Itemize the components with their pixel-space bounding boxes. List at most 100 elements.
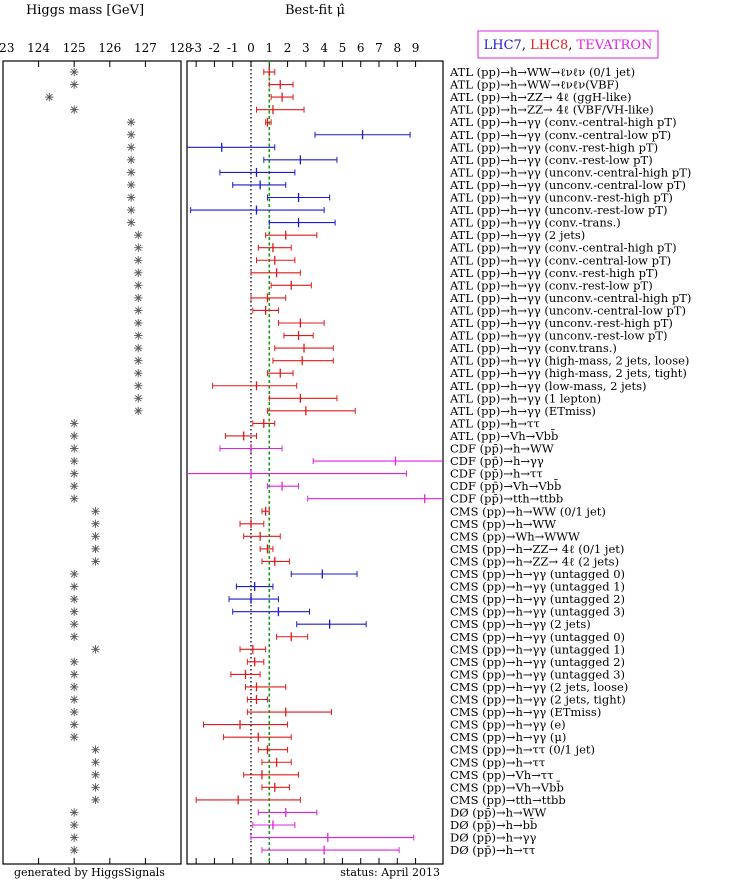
mu-point bbox=[246, 695, 268, 704]
mu-point bbox=[230, 669, 261, 679]
mass-point bbox=[70, 456, 79, 466]
channel-label: DØ (pp̄)→h→ττ bbox=[450, 843, 535, 857]
channel-label: ATL (pp)→h→γγ (unconv.-central-low pT) bbox=[449, 178, 686, 192]
mass-point bbox=[45, 92, 54, 102]
mass-tick-label: 126 bbox=[98, 41, 121, 55]
mu-point bbox=[268, 393, 338, 403]
mass-panel-frame bbox=[2, 60, 182, 865]
channel-label: CDF (pp̄)→tth→ttbb bbox=[450, 492, 563, 506]
channel-label: CDF (pp̄)→h→γγ bbox=[450, 454, 544, 468]
mass-point bbox=[70, 632, 79, 641]
mass-markers bbox=[45, 67, 143, 855]
channel-label: CMS (pp)→h→ττ bbox=[450, 755, 545, 769]
mu-point bbox=[261, 506, 270, 516]
mu-point bbox=[239, 644, 267, 654]
mu-tick-label: -1 bbox=[227, 41, 239, 55]
channel-label: CMS (pp)→h→γγ (untagged 2) bbox=[450, 592, 625, 606]
mu-point bbox=[314, 130, 411, 140]
mu-point bbox=[252, 820, 296, 830]
mu-point bbox=[224, 431, 257, 441]
svg-text:LHC7, LHC8, TEVATRON: LHC7, LHC8, TEVATRON bbox=[484, 38, 653, 53]
channel-label: ATL (pp)→h→γγ (conv.-central-low pT) bbox=[449, 253, 671, 267]
mass-point bbox=[70, 845, 79, 855]
mu-point bbox=[212, 381, 298, 391]
channel-label: CMS (pp)→Vh→ττ bbox=[450, 768, 554, 782]
mu-point bbox=[202, 720, 289, 730]
channel-label: ATL (pp)→h→γγ (conv.-rest-low pT) bbox=[449, 278, 653, 292]
mass-point bbox=[70, 419, 79, 428]
mu-point bbox=[232, 607, 311, 617]
mass-tick-label: 128 bbox=[170, 41, 193, 55]
legend-entry-tevatron: TEVATRON bbox=[577, 38, 653, 53]
mass-panel-title: Higgs mass [GeV] bbox=[26, 3, 144, 18]
mass-tick-label: 125 bbox=[63, 41, 86, 55]
mu-point bbox=[312, 456, 443, 466]
mu-point bbox=[296, 619, 367, 629]
mu-point bbox=[257, 745, 289, 755]
footer-status: status: April 2013 bbox=[340, 866, 440, 879]
mu-point bbox=[228, 594, 279, 604]
mass-point bbox=[134, 318, 143, 328]
channel-label: CMS (pp)→h→γγ (untagged 1) bbox=[450, 642, 625, 656]
mu-point bbox=[266, 368, 294, 378]
channel-label: ATL (pp)→h→γγ (high-mass, 2 jets, loose) bbox=[449, 354, 689, 368]
mass-point bbox=[70, 657, 79, 667]
mu-point bbox=[250, 293, 287, 303]
channel-label: CMS (pp)→h→ZZ→ 4ℓ (0/1 jet) bbox=[450, 542, 624, 556]
mu-point bbox=[277, 318, 325, 328]
mass-point bbox=[126, 130, 136, 139]
channel-label: CMS (pp)→h→WW (0/1 jet) bbox=[450, 504, 606, 518]
mu-point bbox=[261, 782, 290, 792]
mass-point bbox=[70, 620, 79, 629]
mass-point bbox=[134, 281, 143, 290]
mu-tick-label: -3 bbox=[190, 41, 202, 55]
mass-point bbox=[134, 243, 143, 252]
mass-point bbox=[126, 180, 136, 190]
legend-entry-lhc8: LHC8 bbox=[530, 38, 568, 53]
mass-point bbox=[91, 795, 100, 805]
mu-point bbox=[250, 833, 415, 843]
mass-point bbox=[134, 394, 143, 403]
mass-point bbox=[70, 444, 79, 453]
channel-label: ATL (pp)→h→γγ (unconv.-central-high pT) bbox=[449, 291, 691, 305]
channel-label: ATL (pp)→h→γγ (conv.-rest-high pT) bbox=[449, 140, 658, 154]
reference-lines bbox=[250, 61, 271, 864]
mass-point bbox=[134, 369, 143, 378]
mu-point bbox=[252, 418, 276, 428]
mu-point bbox=[272, 356, 334, 366]
channel-label: CMS (pp)→h→γγ (untagged 0) bbox=[450, 630, 625, 644]
mu-point bbox=[261, 845, 400, 855]
channel-label: ATL (pp)→h→γγ (2 jets) bbox=[449, 228, 585, 242]
channel-label: CMS (pp)→h→γγ (2 jets, tight) bbox=[450, 693, 626, 707]
mu-point bbox=[266, 406, 356, 416]
mu-point bbox=[245, 682, 287, 692]
channel-label: CMS (pp)→Wh→WWW bbox=[450, 529, 580, 543]
mass-point bbox=[70, 695, 79, 704]
channel-label: ATL (pp)→h→γγ (conv.-rest-high pT) bbox=[449, 266, 658, 280]
mu-point bbox=[270, 280, 312, 290]
channel-label: CMS (pp)→h→γγ (μ) bbox=[450, 730, 566, 744]
mu-point bbox=[246, 657, 265, 667]
mu-point bbox=[261, 757, 292, 767]
mass-point bbox=[70, 670, 79, 679]
channel-label: CMS (pp)→h→ττ (0/1 jet) bbox=[450, 743, 595, 757]
mass-point bbox=[70, 469, 79, 478]
mass-point bbox=[134, 343, 143, 353]
mu-point bbox=[263, 155, 338, 165]
channel-label: ATL (pp)→h→WW→ℓνℓν(VBF) bbox=[449, 78, 619, 92]
mu-point bbox=[219, 444, 283, 453]
mu-tick-label: 4 bbox=[320, 41, 328, 55]
mu-point bbox=[290, 569, 358, 579]
mu-point bbox=[239, 519, 265, 529]
mass-point bbox=[70, 594, 79, 604]
mu-point bbox=[255, 105, 305, 115]
mass-point bbox=[70, 707, 79, 717]
channel-label: ATL (pp)→h→γγ (unconv.-central-low pT) bbox=[449, 303, 686, 317]
mass-point bbox=[134, 293, 143, 303]
mass-point bbox=[126, 193, 136, 202]
mu-point bbox=[259, 544, 274, 554]
mu-point bbox=[263, 67, 276, 77]
channel-label: ATL (pp)→h→γγ (ETmiss) bbox=[449, 404, 596, 418]
mass-point bbox=[134, 381, 143, 390]
channel-label: ATL (pp)→h→γγ (1 lepton) bbox=[449, 391, 601, 405]
